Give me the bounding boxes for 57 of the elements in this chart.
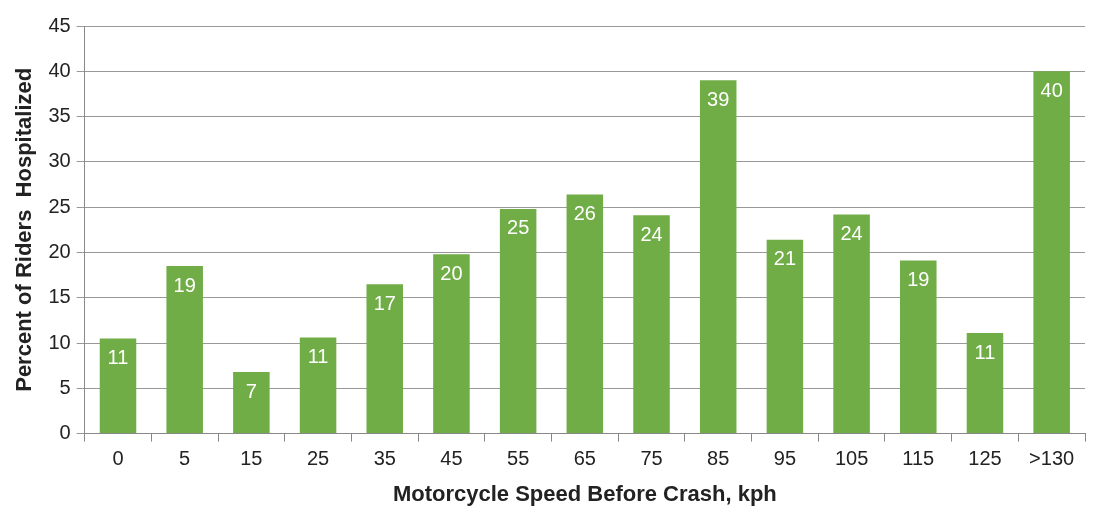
data-label: 26 [573, 201, 596, 224]
x-tick-label: 5 [179, 447, 191, 470]
data-label: 25 [507, 216, 530, 239]
y-tick-label: 35 [48, 104, 71, 127]
x-tick-label: 125 [968, 447, 1002, 470]
bar [499, 208, 537, 434]
bar [366, 284, 404, 434]
y-tick-label: 10 [48, 330, 71, 353]
data-label: 7 [245, 379, 257, 402]
x-tick-label: 115 [902, 447, 935, 470]
data-label: 40 [1040, 78, 1063, 101]
bar [233, 372, 270, 434]
bar [633, 215, 670, 434]
x-tick-label: 75 [640, 447, 663, 470]
bar [766, 239, 804, 434]
data-label: 39 [707, 87, 730, 110]
y-tick-label: 15 [48, 285, 71, 308]
x-tick-label: 15 [240, 447, 263, 470]
data-label: 21 [773, 247, 797, 270]
x-tick-label: 55 [507, 447, 530, 470]
data-label: 19 [173, 273, 196, 296]
bar [166, 266, 203, 434]
bar [966, 333, 1004, 434]
x-tick-label: 45 [440, 447, 463, 470]
y-tick-label: 20 [48, 239, 71, 262]
data-label: 11 [307, 345, 329, 368]
data-label: 11 [107, 346, 129, 369]
bar [99, 338, 137, 434]
y-tick-label: 30 [48, 149, 71, 172]
bar [833, 214, 870, 434]
x-tick-label: 85 [707, 447, 730, 470]
x-tick-label: 105 [834, 447, 869, 470]
bar [699, 80, 737, 434]
y-tick-label: 25 [48, 194, 71, 217]
y-tick-label: 40 [48, 58, 71, 81]
x-axis-title: Motorcycle Speed Before Crash, kph [392, 480, 777, 506]
bar [566, 194, 604, 434]
y-tick-label: 0 [59, 421, 71, 444]
bar [900, 260, 937, 434]
y-tick-label: 45 [48, 13, 71, 36]
x-tick-label: 25 [306, 447, 330, 470]
data-label: 24 [840, 221, 863, 244]
bar [1033, 71, 1070, 434]
y-axis-title: Percent of Riders Hospitalized [11, 67, 37, 392]
x-tick-label: 0 [112, 447, 124, 470]
bar [433, 254, 470, 434]
bar [299, 337, 337, 434]
x-tick-label: 65 [573, 447, 596, 470]
x-tick-label: 35 [373, 447, 396, 470]
data-label: 20 [440, 261, 463, 284]
data-label: 24 [640, 222, 663, 245]
y-tick-label: 5 [59, 375, 71, 398]
x-tick-label: 95 [773, 447, 797, 470]
x-tick-label: >130 [1029, 447, 1075, 470]
data-label: 19 [907, 268, 930, 291]
data-label: 17 [373, 291, 396, 314]
data-label: 11 [974, 340, 996, 363]
